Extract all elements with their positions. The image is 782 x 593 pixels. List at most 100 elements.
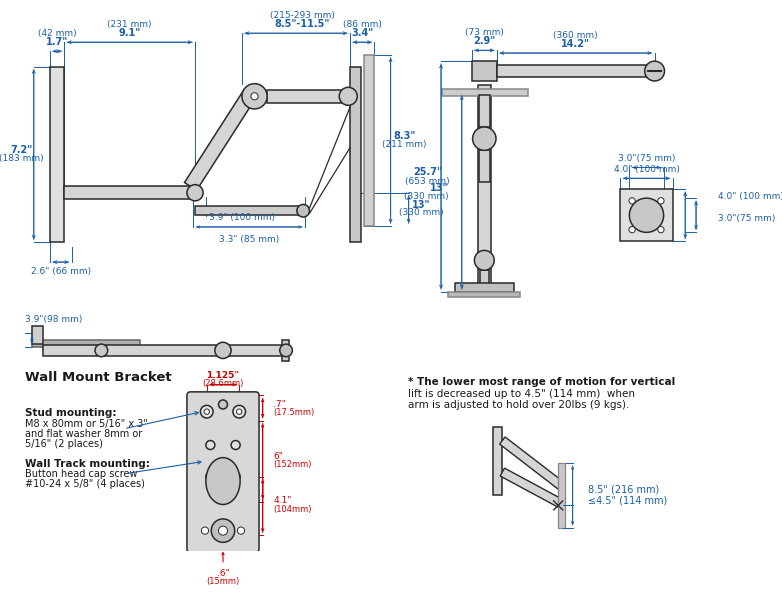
Text: (104mm): (104mm) bbox=[274, 505, 312, 514]
Circle shape bbox=[233, 406, 246, 418]
Bar bbox=[472, 61, 497, 81]
Bar bbox=[442, 89, 528, 96]
Text: 13": 13" bbox=[412, 200, 430, 210]
Text: (330 mm): (330 mm) bbox=[399, 209, 443, 218]
Text: (653 mm): (653 mm) bbox=[405, 177, 450, 186]
Circle shape bbox=[644, 61, 665, 81]
Text: Wall Mount Bracket: Wall Mount Bracket bbox=[25, 371, 171, 384]
Text: (330 mm): (330 mm) bbox=[404, 192, 448, 201]
Circle shape bbox=[297, 205, 310, 217]
Circle shape bbox=[204, 409, 210, 415]
Text: Stud mounting:: Stud mounting: bbox=[25, 409, 117, 419]
Text: * The lower most range of motion for vertical: * The lower most range of motion for ver… bbox=[407, 377, 675, 387]
Bar bbox=[50, 66, 64, 243]
Text: 3.0"(75 mm): 3.0"(75 mm) bbox=[718, 214, 775, 224]
Bar bbox=[64, 186, 195, 199]
Bar bbox=[364, 55, 375, 226]
Circle shape bbox=[242, 84, 267, 109]
Bar bbox=[448, 292, 520, 297]
Circle shape bbox=[218, 526, 228, 535]
Bar bbox=[350, 66, 361, 243]
Circle shape bbox=[187, 184, 203, 201]
Text: (211 mm): (211 mm) bbox=[382, 139, 426, 149]
Circle shape bbox=[236, 409, 242, 415]
Circle shape bbox=[630, 198, 664, 232]
Text: 3.0"(75 mm): 3.0"(75 mm) bbox=[618, 154, 675, 163]
Text: 5/16" (2 places): 5/16" (2 places) bbox=[25, 439, 102, 449]
Text: 8.5" (216 mm): 8.5" (216 mm) bbox=[588, 484, 659, 494]
Circle shape bbox=[211, 519, 235, 543]
Text: 8.5"-11.5": 8.5"-11.5" bbox=[274, 19, 330, 29]
Circle shape bbox=[658, 197, 664, 204]
Bar bbox=[478, 85, 490, 292]
Circle shape bbox=[280, 344, 292, 357]
Circle shape bbox=[475, 250, 494, 270]
Circle shape bbox=[201, 527, 209, 534]
Circle shape bbox=[215, 342, 231, 359]
Bar bbox=[43, 345, 286, 356]
Bar bbox=[480, 270, 489, 286]
Text: 1.125": 1.125" bbox=[206, 371, 239, 380]
Circle shape bbox=[238, 527, 245, 534]
Bar bbox=[479, 95, 490, 127]
Circle shape bbox=[231, 441, 240, 449]
FancyBboxPatch shape bbox=[187, 392, 259, 552]
Text: 2.9": 2.9" bbox=[473, 36, 496, 46]
Text: (152mm): (152mm) bbox=[274, 460, 312, 469]
Text: 9.1": 9.1" bbox=[119, 28, 141, 38]
Text: M8 x 80mm or 5/16" x 3": M8 x 80mm or 5/16" x 3" bbox=[25, 419, 148, 429]
Text: arm is adjusted to hold over 20lbs (9 kgs).: arm is adjusted to hold over 20lbs (9 kg… bbox=[407, 400, 629, 410]
Text: 14.2": 14.2" bbox=[561, 39, 590, 49]
Bar bbox=[479, 151, 490, 182]
Circle shape bbox=[95, 344, 108, 357]
Text: 4.0" (100 mm): 4.0" (100 mm) bbox=[614, 165, 680, 174]
Bar bbox=[620, 189, 673, 241]
Circle shape bbox=[206, 441, 215, 449]
Text: 3.9"(98 mm): 3.9"(98 mm) bbox=[25, 315, 82, 324]
Polygon shape bbox=[185, 90, 256, 190]
Text: (17.5mm): (17.5mm) bbox=[274, 408, 314, 417]
Text: (28.6mm): (28.6mm) bbox=[203, 380, 244, 388]
Bar bbox=[493, 427, 502, 495]
Circle shape bbox=[472, 127, 496, 151]
Text: 4.1": 4.1" bbox=[274, 496, 292, 505]
Circle shape bbox=[231, 472, 240, 481]
Circle shape bbox=[200, 406, 213, 418]
Bar bbox=[558, 463, 565, 528]
Bar bbox=[195, 206, 303, 215]
Text: ≤4.5" (114 mm): ≤4.5" (114 mm) bbox=[588, 496, 667, 506]
Text: (215-293 mm): (215-293 mm) bbox=[270, 11, 335, 20]
Text: lift is decreased up to 4.5" (114 mm)  when: lift is decreased up to 4.5" (114 mm) wh… bbox=[407, 388, 635, 398]
Text: 3.3" (85 mm): 3.3" (85 mm) bbox=[219, 235, 279, 244]
Text: 4.0" (100 mm): 4.0" (100 mm) bbox=[718, 192, 782, 201]
Text: 2.6" (66 mm): 2.6" (66 mm) bbox=[30, 267, 91, 276]
Bar bbox=[497, 65, 655, 77]
Text: and flat washer 8mm or: and flat washer 8mm or bbox=[25, 429, 142, 439]
Circle shape bbox=[658, 227, 664, 233]
Bar bbox=[455, 283, 514, 292]
Bar bbox=[267, 90, 348, 103]
Bar bbox=[32, 326, 43, 344]
Ellipse shape bbox=[206, 458, 240, 505]
Text: 8.3": 8.3" bbox=[393, 131, 415, 141]
Bar bbox=[282, 340, 289, 361]
Text: (86 mm): (86 mm) bbox=[343, 20, 382, 28]
Text: 7.2": 7.2" bbox=[10, 145, 32, 155]
Text: (360 mm): (360 mm) bbox=[554, 30, 598, 40]
Text: 13": 13" bbox=[430, 183, 448, 193]
Text: (73 mm): (73 mm) bbox=[465, 28, 504, 37]
Circle shape bbox=[629, 197, 635, 204]
Circle shape bbox=[218, 400, 228, 409]
Text: 3.9" (100 mm): 3.9" (100 mm) bbox=[209, 213, 274, 222]
Text: (15mm): (15mm) bbox=[206, 578, 239, 586]
Circle shape bbox=[339, 87, 357, 106]
Text: .7": .7" bbox=[274, 400, 286, 409]
Text: (183 mm): (183 mm) bbox=[0, 154, 44, 162]
Circle shape bbox=[251, 93, 258, 100]
Text: Button head cap screw: Button head cap screw bbox=[25, 469, 138, 479]
Circle shape bbox=[206, 472, 215, 481]
Text: #10-24 x 5/8" (4 places): #10-24 x 5/8" (4 places) bbox=[25, 479, 145, 489]
Polygon shape bbox=[500, 437, 564, 489]
Text: 25.7": 25.7" bbox=[413, 167, 442, 177]
Bar bbox=[32, 340, 140, 347]
